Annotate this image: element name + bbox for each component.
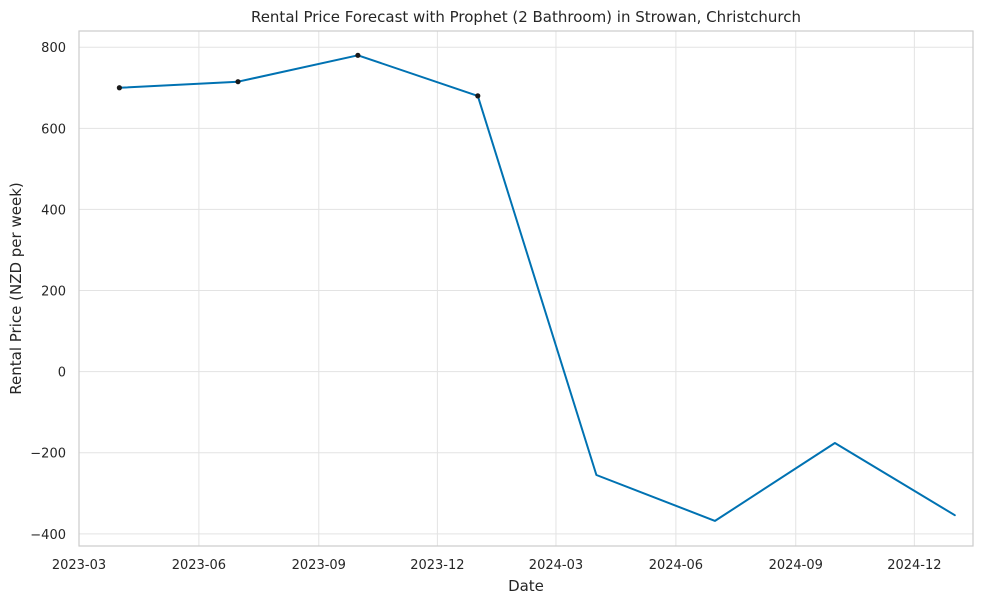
y-axis-ticks: −400 −200 0 200 400 600 800: [30, 41, 66, 543]
y-tick-label: 800: [41, 41, 66, 56]
observed-point: [116, 85, 122, 91]
y-tick-label: 400: [41, 203, 66, 218]
x-axis-ticks: 2023-03 2023-06 2023-09 2023-12 2024-03 2024-…: [52, 558, 942, 573]
x-tick-label: 2023-03: [52, 558, 106, 573]
observed-point: [355, 52, 361, 58]
observed-point: [235, 79, 241, 85]
forecast-line: [118, 54, 956, 522]
x-tick-label: 2023-09: [292, 558, 346, 573]
grid-lines: [78, 31, 973, 546]
x-tick-label: 2024-03: [529, 558, 583, 573]
x-tick-label: 2024-06: [649, 558, 703, 573]
y-tick-label: −400: [30, 528, 66, 543]
x-tick-label: 2024-09: [769, 558, 823, 573]
y-tick-label: −200: [30, 447, 66, 462]
plot-frame: [78, 30, 974, 547]
chart-title: Rental Price Forecast with Prophet (2 Ba…: [251, 8, 801, 26]
y-tick-label: 0: [58, 366, 66, 381]
observed-point: [475, 93, 481, 99]
x-tick-label: 2023-06: [172, 558, 226, 573]
observed-points-layer: [116, 52, 481, 99]
series-layer: [118, 54, 956, 522]
y-axis-label: Rental Price (NZD per week): [7, 182, 25, 394]
y-tick-label: 200: [41, 285, 66, 300]
y-tick-label: 600: [41, 122, 66, 137]
x-tick-label: 2024-12: [887, 558, 941, 573]
x-axis-label: Date: [508, 577, 544, 595]
x-tick-label: 2023-12: [410, 558, 464, 573]
